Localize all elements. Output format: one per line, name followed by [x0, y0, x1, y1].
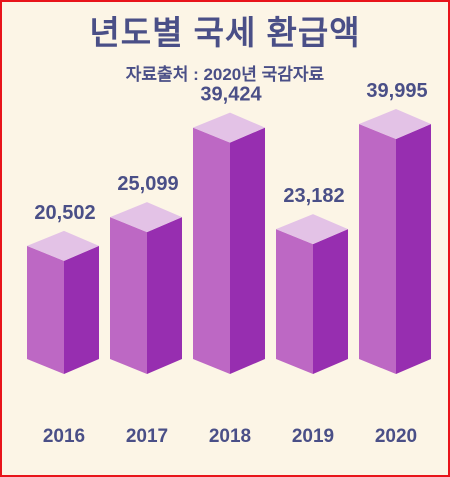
bar-2016	[27, 230, 99, 374]
bar-front-face	[27, 245, 64, 374]
bar-top-face	[27, 230, 99, 261]
bar-front-face	[276, 229, 313, 374]
bar-2017	[110, 202, 182, 374]
bar-front-face	[110, 217, 147, 374]
value-label: 39,995	[366, 80, 427, 102]
bar-front-face	[193, 127, 230, 374]
bar-side-face	[313, 229, 348, 374]
bar-top-face	[110, 202, 182, 233]
bar-top-face	[359, 109, 431, 140]
value-label: 20,502	[34, 202, 95, 224]
category-label: 2019	[292, 426, 334, 447]
category-label: 2020	[375, 426, 417, 447]
chart-subtitle: 자료출처 : 2020년 국감자료	[125, 65, 325, 84]
category-label: 2016	[43, 426, 85, 447]
bar-2018	[193, 112, 265, 374]
value-label: 25,099	[117, 173, 178, 195]
value-label: 39,424	[200, 84, 262, 106]
bar-2020	[359, 109, 431, 374]
bar-side-face	[396, 124, 431, 374]
bar-side-face	[147, 217, 182, 374]
bar-top-face	[193, 112, 265, 143]
bar-front-face	[359, 124, 396, 374]
category-label: 2018	[209, 426, 251, 447]
category-label: 2017	[126, 426, 168, 447]
bar-side-face	[64, 245, 99, 374]
chart-title: 년도별 국세 환급액	[89, 14, 361, 51]
bar-top-face	[276, 214, 348, 245]
bar-side-face	[230, 127, 265, 374]
bar-2019	[276, 214, 348, 374]
value-label: 23,182	[283, 185, 344, 207]
